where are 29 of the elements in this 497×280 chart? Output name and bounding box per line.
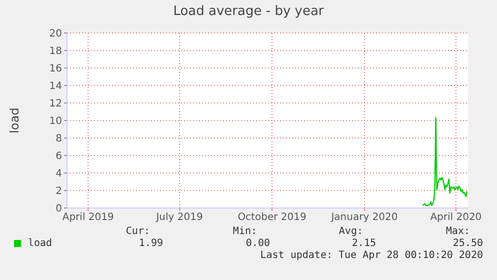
y-axis-title: load (7, 108, 22, 134)
legend-label: load (27, 238, 52, 249)
text: Cur: (126, 226, 150, 237)
x-tick-label: April 2020 (430, 212, 482, 224)
y-tick-label: 8 (56, 134, 62, 145)
chart-title: Load average - by year (172, 4, 325, 19)
text: 0.00 (246, 238, 270, 249)
x-tick-label: October 2019 (238, 212, 306, 224)
text: Last update: Tue Apr 28 00:10:20 2020 (260, 250, 483, 261)
line-series (422, 117, 468, 206)
y-tick-label: 14 (49, 81, 62, 92)
text: Min: (232, 226, 257, 237)
x-tick-label: January 2020 (330, 212, 398, 224)
y-tick-label: 16 (49, 64, 62, 75)
x-tick-label: July 2019 (155, 212, 203, 224)
x-tick-label: April 2019 (62, 212, 114, 224)
text: 2.15 (352, 238, 376, 249)
text: 1.99 (138, 238, 163, 249)
y-tick-label: 6 (56, 151, 62, 162)
y-tick-label: 0 (56, 204, 62, 215)
y-tick-label: 2 (56, 186, 62, 198)
text: Avg: (338, 226, 363, 237)
y-tick-label: 10 (49, 116, 62, 128)
y-tick-label: 18 (49, 46, 62, 58)
y-tick-label: 12 (49, 98, 62, 110)
y-tick-label: 20 (49, 28, 62, 40)
text: 25.50 (452, 238, 483, 249)
text: Max: (446, 226, 470, 237)
y-tick-label: 4 (56, 168, 62, 180)
